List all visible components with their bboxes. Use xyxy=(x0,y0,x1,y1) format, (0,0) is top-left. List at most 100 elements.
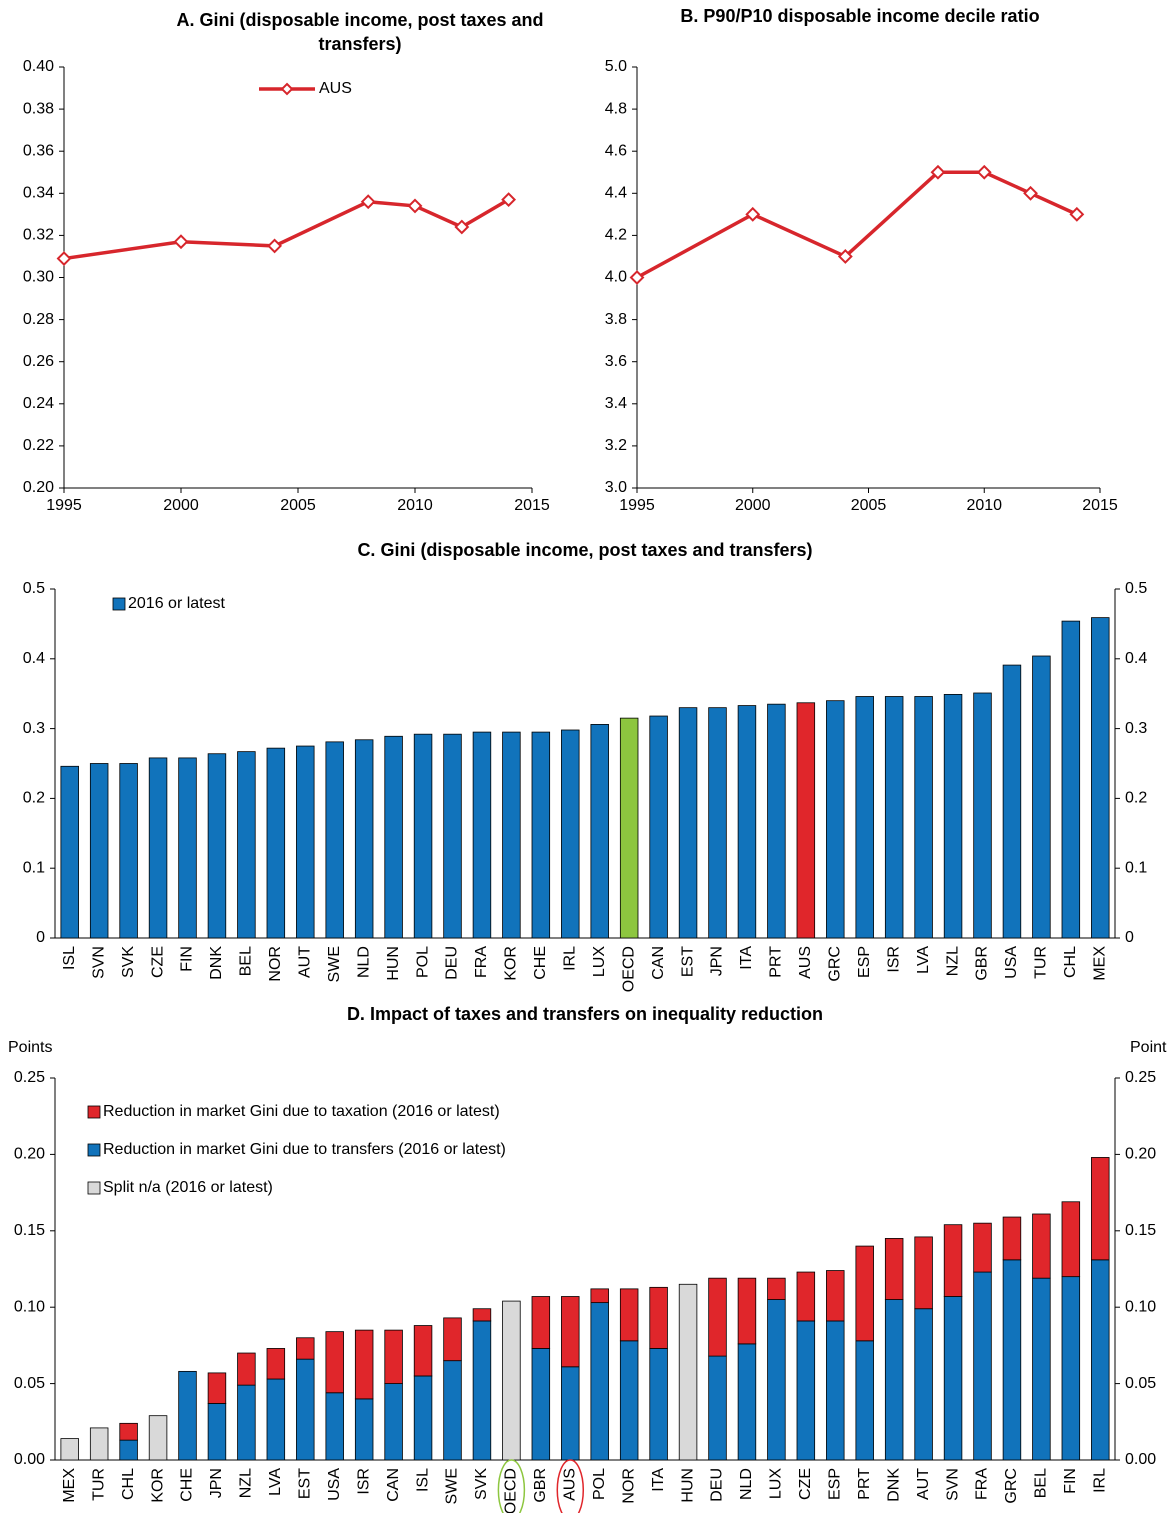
bar xyxy=(855,1340,874,1461)
bar xyxy=(1091,1157,1110,1261)
x-tick-label: MEX xyxy=(61,1468,78,1503)
bar xyxy=(590,724,609,939)
bar xyxy=(619,1340,639,1461)
x-tick-label: 2015 xyxy=(1082,497,1118,514)
bar xyxy=(296,1358,315,1461)
legend-swatch xyxy=(87,1181,101,1195)
y-tick-label: 0.24 xyxy=(23,395,54,412)
point-marker xyxy=(173,234,189,250)
x-tick-label: CZE xyxy=(149,946,166,978)
y-tick-label: 0.36 xyxy=(23,142,54,159)
bar xyxy=(1002,1259,1022,1461)
x-tick-label: OECD xyxy=(503,1468,520,1513)
y2-tick-label: 0 xyxy=(1125,929,1134,946)
y-tick-label: 4.4 xyxy=(605,185,627,202)
bar xyxy=(237,1352,256,1386)
bar xyxy=(89,1427,109,1461)
bar xyxy=(531,731,551,939)
y2-tick-label: 0.1 xyxy=(1125,859,1147,876)
bar xyxy=(266,747,286,939)
x-tick-label: NLD xyxy=(355,946,372,978)
bar xyxy=(561,1296,580,1368)
bar xyxy=(296,745,315,939)
bar xyxy=(796,1271,816,1322)
y-tick-label: 0.05 xyxy=(14,1375,45,1392)
y2-tick-label: 0.00 xyxy=(1125,1451,1156,1468)
bar xyxy=(973,1271,992,1461)
x-tick-label: GBR xyxy=(532,1468,549,1503)
bar xyxy=(914,1236,933,1310)
bar xyxy=(826,700,845,939)
y-tick-label: 0.3 xyxy=(23,720,45,737)
y-tick-label: 3.6 xyxy=(605,353,627,370)
bar xyxy=(354,1329,374,1400)
bar xyxy=(855,696,874,939)
bar xyxy=(767,703,786,939)
y-tick-label: 4.6 xyxy=(605,142,627,159)
point-marker xyxy=(267,238,283,254)
x-tick-label: DNK xyxy=(208,946,225,980)
y-tick-label: 0.10 xyxy=(14,1298,45,1315)
bar xyxy=(413,1325,433,1377)
point-marker xyxy=(930,164,946,180)
x-tick-label: NZL xyxy=(944,946,961,976)
x-tick-label: SWE xyxy=(444,1468,461,1504)
x-tick-label: HUN xyxy=(385,946,402,981)
y-tick-label: 4.0 xyxy=(605,269,627,286)
bar xyxy=(354,1398,374,1461)
x-tick-label: NOR xyxy=(267,946,284,982)
bar xyxy=(354,739,374,939)
point-marker xyxy=(1023,185,1038,201)
x-tick-label: ISR xyxy=(355,1468,372,1495)
legend-swatch xyxy=(87,1105,101,1119)
bar xyxy=(296,1337,315,1360)
x-tick-label: PRT xyxy=(768,946,785,978)
bar xyxy=(413,1375,433,1461)
bar xyxy=(413,733,433,939)
x-tick-label: EST xyxy=(296,1468,313,1499)
bar xyxy=(1091,1259,1110,1461)
bar xyxy=(266,1378,286,1461)
y-tick-label: 0.34 xyxy=(23,185,54,202)
x-tick-label: USA xyxy=(1003,946,1020,979)
point-marker xyxy=(501,192,517,208)
x-tick-label: CHL xyxy=(1062,946,1079,978)
x-tick-label: LUX xyxy=(768,1468,785,1499)
bar xyxy=(531,1348,551,1461)
x-tick-label: LUX xyxy=(591,946,608,977)
x-tick-label: ESP xyxy=(826,1468,843,1500)
bar xyxy=(1032,655,1051,939)
y-tick-label: 0.2 xyxy=(23,790,45,807)
x-tick-label: MEX xyxy=(1091,946,1108,981)
legend-label: Reduction in market Gini due to transfer… xyxy=(103,1141,506,1158)
x-tick-label: GRC xyxy=(826,946,843,982)
bar xyxy=(914,696,933,939)
y-tick-label: 0.28 xyxy=(23,311,54,328)
y-tick-label: 3.0 xyxy=(605,479,627,496)
y-tick-label: 0.30 xyxy=(23,269,54,286)
x-tick-label: AUS xyxy=(561,1468,578,1501)
x-tick-label: HUN xyxy=(679,1468,696,1503)
bar xyxy=(119,1422,138,1441)
x-tick-label: ISL xyxy=(414,1468,431,1492)
x-tick-label: SVK xyxy=(120,946,137,978)
chart-title-box: C. Gini (disposable income, post taxes a… xyxy=(357,540,812,560)
x-tick-label: SVK xyxy=(473,1468,490,1500)
bar xyxy=(649,1286,668,1349)
label-highlight xyxy=(497,1459,526,1513)
bar xyxy=(266,1348,286,1380)
bar xyxy=(561,1366,580,1461)
y-tick-label: 0.40 xyxy=(23,58,54,75)
y-tick-label: 5.0 xyxy=(605,58,627,75)
x-tick-label: 1995 xyxy=(46,497,82,514)
x-tick-label: ISR xyxy=(885,946,902,973)
x-tick-label: 2015 xyxy=(514,497,550,514)
x-tick-label: USA xyxy=(326,1468,343,1501)
y-tick-label: 0.1 xyxy=(23,859,45,876)
bar xyxy=(884,1299,904,1461)
bar xyxy=(884,1238,904,1300)
x-tick-label: 2005 xyxy=(280,497,316,514)
legend-marker xyxy=(280,82,294,96)
bar xyxy=(443,1317,462,1362)
